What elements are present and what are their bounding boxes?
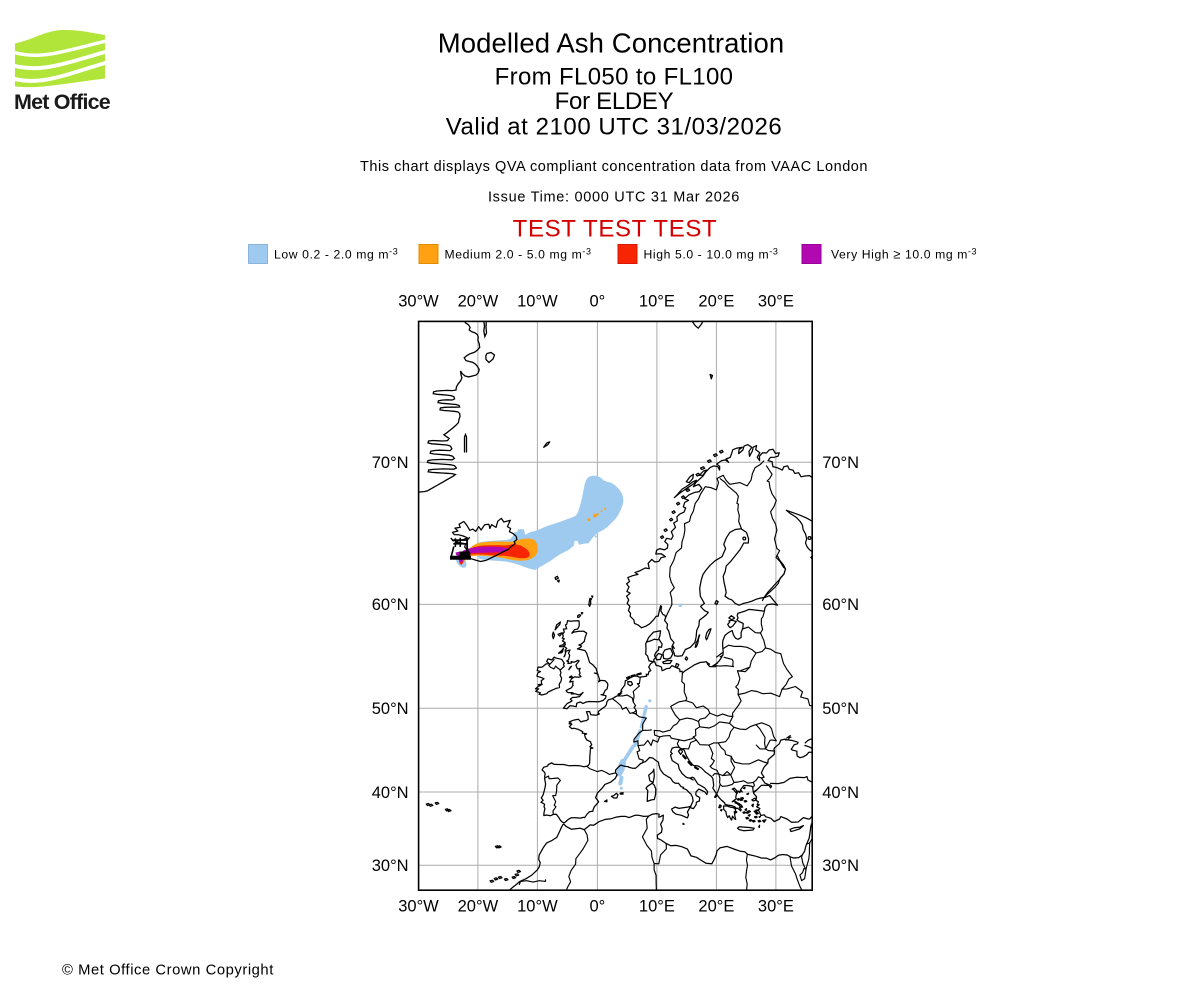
- svg-text:20°W: 20°W: [458, 898, 499, 916]
- svg-text:Low 0.2 - 2.0 mg m-3: Low 0.2 - 2.0 mg m-3: [274, 247, 398, 262]
- svg-text:Met Office: Met Office: [14, 90, 111, 114]
- svg-text:20°W: 20°W: [458, 293, 499, 311]
- svg-text:Valid at 2100 UTC 31/03/2026: Valid at 2100 UTC 31/03/2026: [446, 114, 783, 141]
- svg-text:70°N: 70°N: [372, 454, 409, 472]
- svg-text:Very High ≥ 10.0 mg m-3: Very High ≥ 10.0 mg m-3: [831, 247, 977, 262]
- svg-text:30°W: 30°W: [398, 293, 439, 311]
- svg-text:30°N: 30°N: [822, 857, 859, 875]
- svg-text:© Met Office Crown Copyright: © Met Office Crown Copyright: [62, 963, 274, 979]
- svg-text:20°E: 20°E: [698, 898, 734, 916]
- svg-text:From FL050 to FL100: From FL050 to FL100: [495, 64, 734, 91]
- svg-text:Medium 2.0 - 5.0 mg m-3: Medium 2.0 - 5.0 mg m-3: [445, 247, 592, 262]
- svg-text:10°W: 10°W: [517, 293, 558, 311]
- svg-text:For ELDEY: For ELDEY: [555, 88, 674, 115]
- svg-text:40°N: 40°N: [372, 784, 409, 802]
- svg-text:TEST TEST TEST: TEST TEST TEST: [513, 216, 718, 243]
- svg-text:30°E: 30°E: [758, 898, 794, 916]
- svg-text:10°W: 10°W: [517, 898, 558, 916]
- svg-text:20°E: 20°E: [698, 293, 734, 311]
- svg-text:40°N: 40°N: [822, 784, 859, 802]
- svg-text:50°N: 50°N: [372, 700, 409, 718]
- svg-text:10°E: 10°E: [639, 293, 675, 311]
- svg-text:50°N: 50°N: [822, 700, 859, 718]
- svg-text:10°E: 10°E: [639, 898, 675, 916]
- svg-text:60°N: 60°N: [822, 596, 859, 614]
- svg-text:0°: 0°: [590, 898, 606, 916]
- svg-text:This chart displays QVA compli: This chart displays QVA compliant concen…: [360, 159, 868, 175]
- svg-text:0°: 0°: [590, 293, 606, 311]
- svg-text:60°N: 60°N: [372, 596, 409, 614]
- svg-text:30°N: 30°N: [372, 857, 409, 875]
- svg-text:Issue Time: 0000 UTC 31 Mar 20: Issue Time: 0000 UTC 31 Mar 2026: [488, 190, 740, 206]
- svg-text:High 5.0 - 10.0 mg m-3: High 5.0 - 10.0 mg m-3: [644, 247, 779, 262]
- svg-text:Modelled Ash Concentration: Modelled Ash Concentration: [438, 28, 785, 59]
- svg-text:30°W: 30°W: [398, 898, 439, 916]
- svg-text:30°E: 30°E: [758, 293, 794, 311]
- svg-text:70°N: 70°N: [822, 454, 859, 472]
